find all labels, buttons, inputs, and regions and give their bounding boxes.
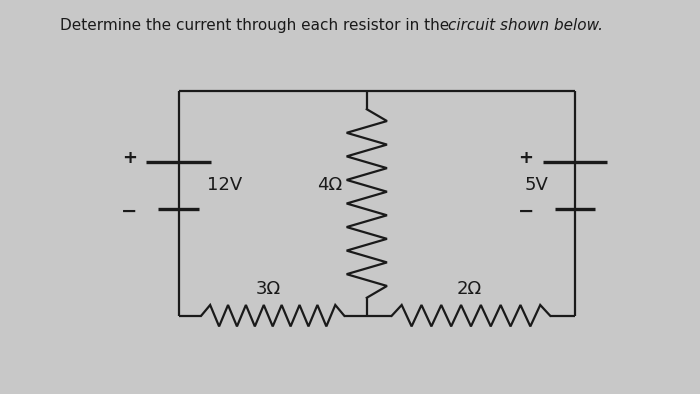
Text: 4Ω: 4Ω	[317, 176, 342, 194]
Text: −: −	[518, 203, 534, 221]
Text: 2Ω: 2Ω	[457, 280, 482, 298]
Text: −: −	[121, 203, 138, 221]
Text: 12V: 12V	[207, 176, 242, 194]
Text: Determine the current through each resistor in the: Determine the current through each resis…	[60, 18, 454, 33]
Text: 5V: 5V	[524, 176, 548, 194]
Text: circuit shown below.: circuit shown below.	[448, 18, 603, 33]
Text: 3Ω: 3Ω	[256, 280, 281, 298]
Text: +: +	[519, 149, 533, 167]
Text: +: +	[122, 149, 137, 167]
